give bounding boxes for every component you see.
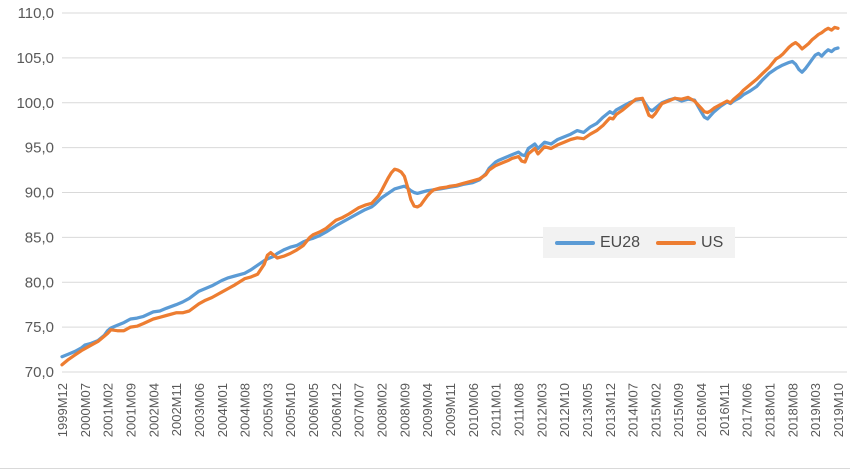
x-axis-tick-label: 2017M06 [740,383,755,437]
y-axis-tick-label: 95,0 [25,140,54,157]
x-axis-tick-label: 2019M03 [808,383,823,437]
eu28-line-swatch [555,240,595,245]
x-axis-tick-label: 2013M12 [603,383,618,437]
x-axis-tick-label: 2008M02 [375,383,390,437]
x-axis-tick-label: 2015M02 [648,383,663,437]
y-axis-labels: 70,0 75,0 80,0 85,0 90,0 95,0 100,0 105,0 110,0 [16,5,54,381]
us-line-swatch [656,240,697,245]
x-axis-tick-label: 2005M03 [260,383,275,437]
x-axis-tick-label: 2010M06 [466,383,481,437]
x-axis-tick-label: 2004M08 [238,383,253,437]
x-axis-tick-label: 1999M12 [55,383,70,437]
x-axis-tick-label: 2013M05 [580,383,595,437]
x-axis-tick-label: 2012M10 [557,383,572,437]
x-axis-tick-label: 2018M08 [785,383,800,437]
x-axis-tick-label: 2011M08 [511,383,526,436]
x-axis-tick-label: 2016M11 [717,383,732,436]
us-series-line [60,25,840,367]
y-axis-tick-label: 70,0 [25,364,54,381]
legend-item-eu28: EU28 [555,233,641,251]
x-axis-tick-label: 2014M07 [626,383,641,437]
x-axis-tick-label: 2007M07 [352,383,367,437]
x-axis-labels: 1999M12 2000M07 2001M02 2001M09 2002M04 2002M… [55,383,846,437]
x-axis-tick-label: 2001M09 [123,383,138,437]
x-axis-tick-label: 2006M12 [329,383,344,437]
x-axis-tick-label: 2009M11 [443,383,458,436]
legend-item-us: US [656,233,724,251]
x-axis-tick-label: 2002M04 [146,383,161,437]
x-axis-tick-label: 2008M09 [397,383,412,437]
legend-label-eu28: EU28 [600,233,641,251]
x-axis-tick-label: 2009M04 [420,383,435,437]
x-axis-tick-label: 2004M01 [215,383,230,437]
x-axis-tick-label: 2005M10 [283,383,298,437]
x-axis-tick-label: 2016M04 [694,383,709,437]
x-axis-tick-label: 2002M11 [169,383,184,436]
y-axis-tick-label: 80,0 [25,274,54,291]
bottom-divider [0,468,850,469]
x-axis-tick-label: 2012M03 [534,383,549,437]
eu28-series-line [60,46,840,359]
x-axis-tick-label: 2019M10 [831,383,846,437]
x-axis-tick-label: 2003M06 [192,383,207,437]
x-axis-tick-label: 2000M07 [78,383,93,437]
legend-label-us: US [701,233,724,251]
y-axis-tick-label: 100,0 [16,95,54,112]
y-axis-tick-label: 105,0 [16,50,54,67]
y-axis-tick-label: 85,0 [25,229,54,246]
x-axis-tick-label: 2018M01 [763,383,778,437]
x-axis-tick-label: 2006M05 [306,383,321,437]
x-axis-tick-label: 2015M09 [671,383,686,437]
series-lines [60,25,840,367]
y-axis-tick-label: 110,0 [18,5,54,22]
gridlines [62,12,847,373]
legend: EU28 US [543,227,736,258]
y-axis-tick-label: 90,0 [25,185,54,202]
x-axis-tick-label: 2001M02 [101,383,116,437]
y-axis-tick-label: 75,0 [25,319,54,336]
x-axis-tick-label: 2011M01 [489,383,504,436]
